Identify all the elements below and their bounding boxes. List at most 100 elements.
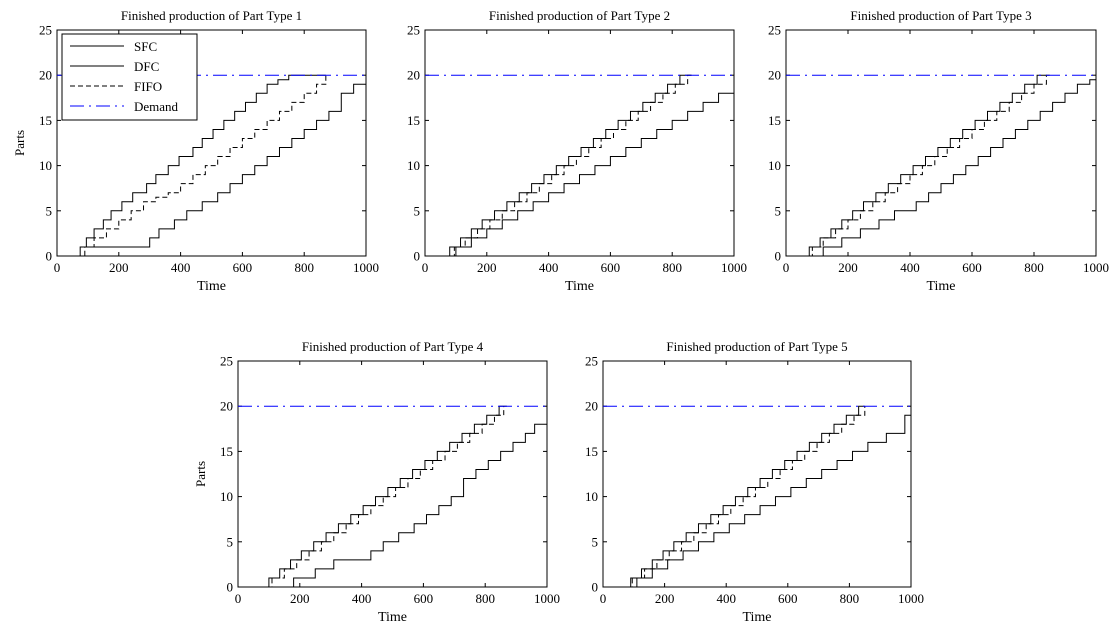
- y-tick-label: 0: [46, 249, 53, 264]
- x-tick-label: 400: [171, 260, 191, 275]
- x-tick-label: 400: [900, 260, 920, 275]
- series-line-fifo: [77, 75, 327, 257]
- y-tick-label: 5: [414, 203, 421, 218]
- chart-title: Finished production of Part Type 4: [302, 339, 484, 354]
- y-tick-label: 5: [46, 203, 53, 218]
- y-tick-label: 0: [414, 249, 421, 264]
- y-tick-label: 10: [220, 489, 233, 504]
- chart-title: Finished production of Part Type 3: [850, 8, 1031, 23]
- y-tick-label: 15: [768, 113, 781, 128]
- x-axis-label: Time: [197, 279, 226, 294]
- y-tick-label: 5: [775, 203, 782, 218]
- y-tick-label: 20: [220, 399, 233, 414]
- x-tick-label: 0: [422, 260, 429, 275]
- y-tick-label: 20: [768, 68, 781, 83]
- series-line-dfc: [256, 406, 548, 588]
- series-line-dfc: [87, 75, 367, 248]
- y-tick-label: 25: [585, 354, 598, 369]
- series-line-fifo: [619, 406, 866, 588]
- x-tick-label: 600: [233, 260, 253, 275]
- series-line-dfc: [440, 75, 735, 257]
- x-tick-label: 200: [477, 260, 497, 275]
- y-tick-label: 0: [775, 249, 782, 264]
- chart-panel-4: 0 200 400 600 800 1000 0 5 10 15 20 25 Finished prod…: [193, 339, 560, 625]
- x-tick-label: 600: [778, 591, 798, 606]
- x-axis-label: Time: [926, 279, 955, 294]
- chart-title: Finished production of Part Type 1: [121, 8, 302, 23]
- x-tick-label: 1000: [1083, 260, 1109, 275]
- legend-label-sfc: SFC: [134, 39, 157, 54]
- legend-box: [61, 33, 198, 121]
- plot-area: [237, 360, 548, 588]
- x-tick-label: 600: [601, 260, 621, 275]
- x-tick-label: 800: [1024, 260, 1044, 275]
- x-tick-label: 1000: [898, 591, 924, 606]
- chart-panel-1: 0 200 400 600 800 1000 0 5 10 15 20 25 Finished prod…: [12, 8, 379, 294]
- y-tick-label: 10: [768, 158, 781, 173]
- x-tick-label: 800: [840, 591, 860, 606]
- chart-panel-5: 0 200 400 600 800 1000 0 5 10 15 20 25 Finished prod…: [585, 339, 924, 625]
- y-axis-label: Parts: [12, 130, 27, 156]
- x-tick-label: 0: [235, 591, 242, 606]
- y-tick-label: 25: [220, 354, 233, 369]
- y-tick-label: 20: [585, 399, 598, 414]
- y-tick-label: 20: [407, 68, 420, 83]
- chart-panel-2: 0 200 400 600 800 1000 0 5 10 15 20 25 Finished prod…: [407, 8, 747, 294]
- x-tick-label: 400: [352, 591, 372, 606]
- y-tick-label: 5: [592, 534, 599, 549]
- x-tick-label: 0: [600, 591, 607, 606]
- y-tick-label: 5: [227, 534, 234, 549]
- x-tick-label: 1000: [353, 260, 379, 275]
- series-line-sfc: [75, 74, 326, 257]
- plot-area: [602, 360, 912, 588]
- y-axis-label: Parts: [193, 461, 208, 487]
- x-tick-label: 0: [54, 260, 61, 275]
- x-tick-label: 800: [294, 260, 314, 275]
- series-line-sfc: [440, 74, 691, 257]
- y-tick-label: 25: [39, 23, 52, 38]
- x-tick-label: 1000: [721, 260, 747, 275]
- y-tick-label: 0: [592, 580, 599, 595]
- chart-panel-3: 0 200 400 600 800 1000 0 5 10 15 20 25 Finished prod…: [768, 8, 1109, 294]
- x-axis-label: Time: [378, 610, 407, 625]
- series-line-fifo: [801, 74, 1053, 257]
- y-tick-label: 15: [585, 444, 598, 459]
- x-tick-label: 0: [783, 260, 790, 275]
- x-tick-label: 200: [290, 591, 310, 606]
- legend: SFC DFC FIFO Demand: [61, 33, 198, 121]
- series-line-dfc: [621, 406, 912, 588]
- chart-title: Finished production of Part Type 2: [489, 8, 670, 23]
- y-tick-label: 25: [768, 23, 781, 38]
- x-tick-label: 600: [414, 591, 434, 606]
- legend-label-fifo: FIFO: [134, 79, 162, 94]
- x-tick-label: 600: [962, 260, 982, 275]
- y-tick-label: 0: [227, 580, 234, 595]
- series-line-fifo: [443, 74, 694, 257]
- legend-label-demand: Demand: [134, 99, 179, 114]
- x-tick-label: 200: [838, 260, 858, 275]
- y-tick-label: 25: [407, 23, 420, 38]
- chart-title: Finished production of Part Type 5: [666, 339, 847, 354]
- x-tick-label: 1000: [534, 591, 560, 606]
- x-axis-label: Time: [742, 610, 771, 625]
- x-tick-label: 800: [475, 591, 495, 606]
- y-tick-label: 10: [585, 489, 598, 504]
- y-tick-label: 10: [407, 158, 420, 173]
- y-tick-label: 15: [407, 113, 420, 128]
- y-tick-label: 15: [220, 444, 233, 459]
- y-tick-label: 20: [39, 68, 52, 83]
- plot-area: [785, 29, 1097, 257]
- x-tick-label: 400: [716, 591, 736, 606]
- y-tick-label: 15: [39, 113, 52, 128]
- x-tick-label: 400: [539, 260, 559, 275]
- x-tick-label: 800: [662, 260, 682, 275]
- x-axis-label: Time: [565, 279, 594, 294]
- series-line-dfc: [799, 75, 1097, 257]
- series-line-fifo: [259, 406, 505, 588]
- y-tick-label: 10: [39, 158, 52, 173]
- x-tick-label: 200: [655, 591, 675, 606]
- legend-label-dfc: DFC: [134, 59, 159, 74]
- plot-area: [424, 29, 735, 257]
